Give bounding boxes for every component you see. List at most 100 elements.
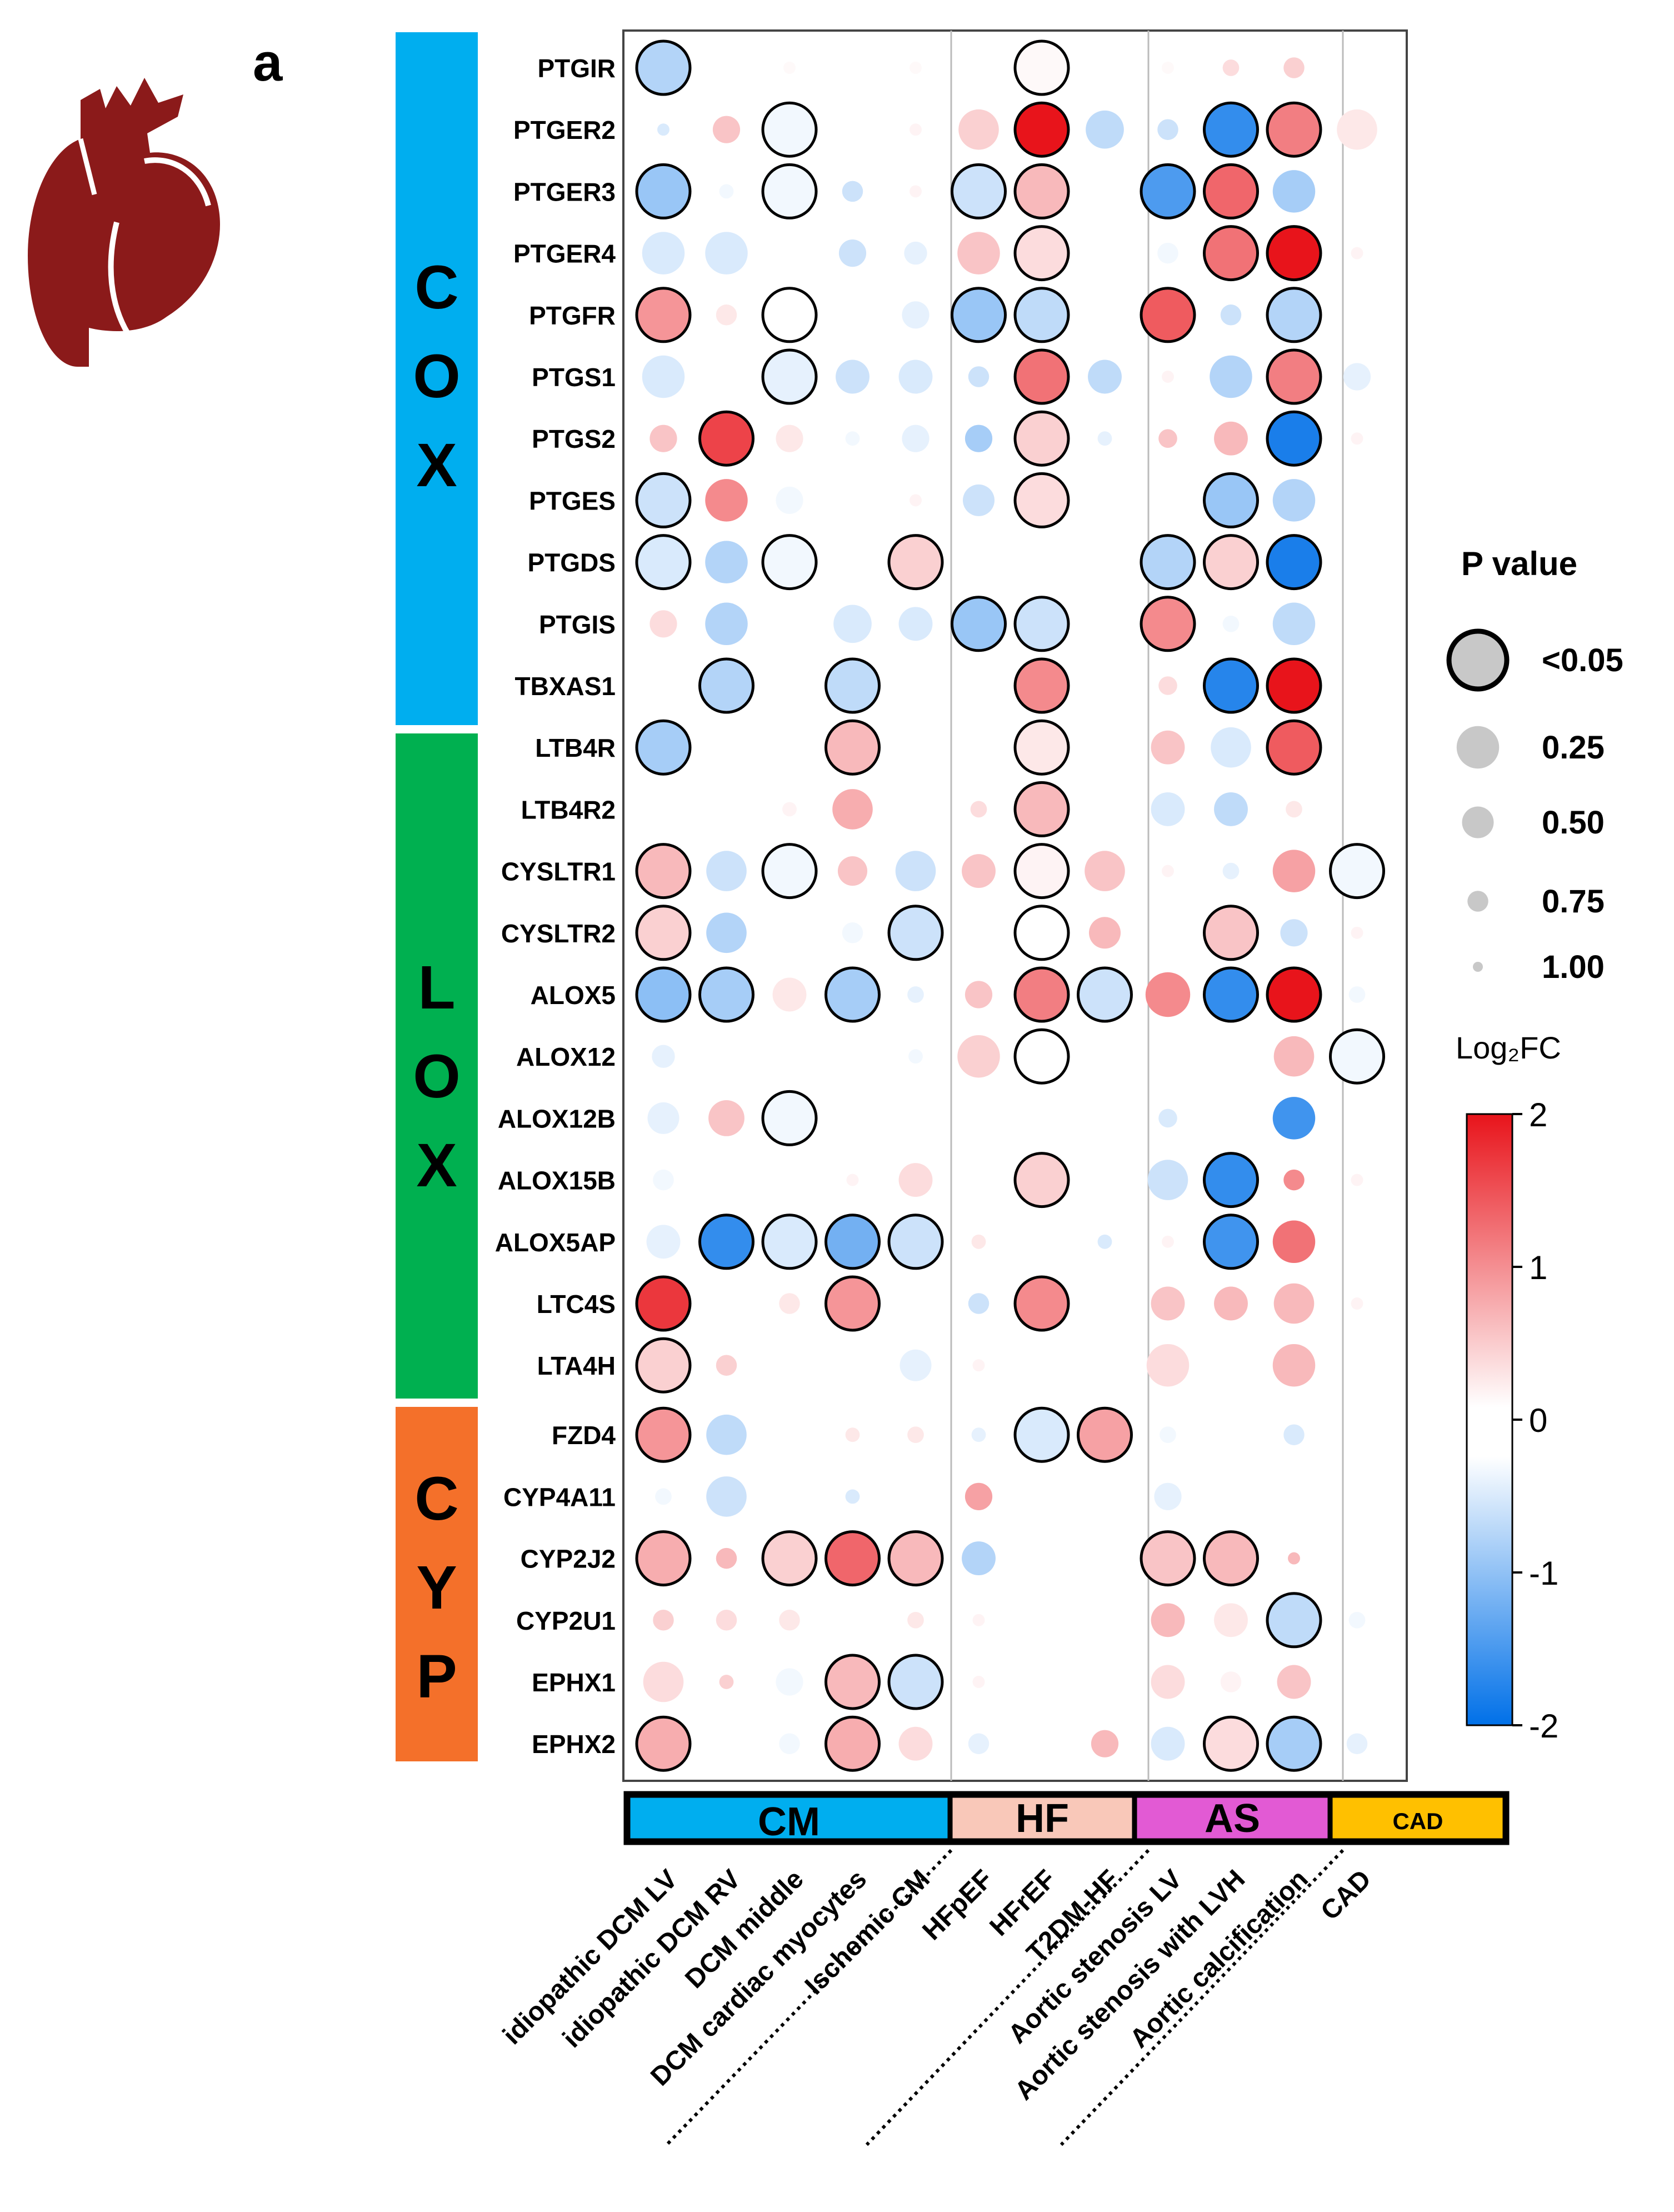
family-letter: L <box>418 953 455 1022</box>
bubble <box>708 1100 744 1136</box>
bubble <box>635 163 692 219</box>
bubble <box>776 1668 803 1696</box>
bubble <box>972 1359 985 1372</box>
row-label: CYP4A11 <box>503 1482 616 1511</box>
bubble <box>776 425 803 452</box>
bubble <box>635 966 692 1023</box>
bubble <box>1277 1665 1311 1699</box>
row-label: PTGER4 <box>513 239 616 268</box>
bubble <box>1272 602 1316 646</box>
group-as <box>1134 1795 1331 1841</box>
bubble <box>635 905 692 961</box>
color-tick-label: -1 <box>1529 1555 1558 1592</box>
bubble <box>910 185 922 198</box>
row-label: CYSLTR1 <box>501 857 616 886</box>
bubble <box>1283 1424 1305 1445</box>
bubble <box>642 232 685 274</box>
group-hf <box>950 1795 1135 1841</box>
bubble <box>1013 410 1070 467</box>
bubble <box>652 1045 675 1068</box>
heart-icon <box>28 78 220 367</box>
bubble <box>1203 1214 1259 1270</box>
bubble <box>1013 1028 1070 1085</box>
bubble <box>1348 986 1366 1003</box>
row-label: ALOX5AP <box>495 1228 616 1257</box>
bubble <box>653 1169 674 1191</box>
column-group-dividers <box>665 1849 1345 2146</box>
bubble <box>1351 1174 1363 1186</box>
bubble <box>1151 792 1185 826</box>
bubble <box>971 1427 986 1442</box>
bubble <box>1162 62 1174 74</box>
group-label: HF <box>1016 1796 1069 1841</box>
bubble <box>635 843 692 900</box>
bubble <box>1140 287 1196 343</box>
bubble <box>1210 355 1252 398</box>
bubble <box>970 801 987 818</box>
bubble <box>706 1476 747 1517</box>
bubble <box>902 425 930 452</box>
bubble <box>968 366 990 387</box>
family-letter: X <box>416 431 457 500</box>
bubble <box>635 534 692 591</box>
bubble <box>1158 1109 1177 1128</box>
bubble <box>1147 1160 1188 1200</box>
bubble <box>1154 1482 1182 1510</box>
bubble <box>705 602 748 646</box>
bubble <box>1157 242 1178 264</box>
p-legend-bubble <box>1446 628 1510 692</box>
bubble <box>1013 1275 1070 1332</box>
bubble <box>761 843 818 900</box>
bubble <box>833 605 872 643</box>
p-legend-title: P value <box>1461 545 1577 582</box>
bubble <box>1160 1426 1176 1444</box>
group-cad <box>1330 1795 1506 1841</box>
bubble <box>1151 730 1185 765</box>
bubble <box>1086 110 1124 149</box>
row-label: LTC4S <box>537 1290 616 1319</box>
bubble <box>1222 59 1240 76</box>
bubble <box>649 610 677 638</box>
bubble <box>968 1293 990 1314</box>
bubble <box>761 1530 818 1587</box>
family-letter: O <box>413 342 461 411</box>
bubble <box>832 789 873 830</box>
color-tick-label: 2 <box>1529 1096 1547 1134</box>
bubble <box>1266 225 1322 282</box>
bubble <box>887 905 944 961</box>
bubble <box>716 304 737 326</box>
bubble <box>1013 657 1070 714</box>
bubble <box>1203 163 1259 219</box>
bubble <box>761 163 818 219</box>
bubble <box>1286 801 1302 818</box>
bubble <box>887 1654 944 1710</box>
bubble <box>782 802 797 817</box>
bubble <box>1085 851 1125 891</box>
row-label: LTA4H <box>537 1351 616 1380</box>
color-legend-title: Log₂FC <box>1456 1030 1561 1065</box>
bubble <box>1272 1220 1316 1264</box>
bubble <box>824 1654 881 1710</box>
bubble <box>1220 304 1242 326</box>
bubble <box>1266 534 1322 591</box>
row-label: PTGS1 <box>532 363 616 392</box>
bubble <box>1222 615 1240 632</box>
bubble <box>1266 657 1322 714</box>
bubble <box>1203 534 1259 591</box>
bubble <box>761 287 818 343</box>
bubble <box>783 62 796 74</box>
bubble <box>965 1482 993 1510</box>
family-bar-cox <box>396 32 478 725</box>
p-legend-label: 0.75 <box>1542 883 1605 920</box>
bubble <box>1272 850 1316 892</box>
row-label: ALOX5 <box>531 981 616 1010</box>
bubble <box>642 355 685 398</box>
bubble <box>1013 101 1070 158</box>
bubble <box>1283 1169 1305 1191</box>
bubble <box>716 1355 737 1376</box>
p-legend-label: <0.05 <box>1542 642 1623 678</box>
panel-label: a <box>253 33 283 92</box>
p-value-legend: P value <0.05 0.25 0.50 0.75 1.00 <box>1446 545 1623 985</box>
bubble <box>1273 1036 1315 1077</box>
bubble <box>1151 1603 1185 1637</box>
